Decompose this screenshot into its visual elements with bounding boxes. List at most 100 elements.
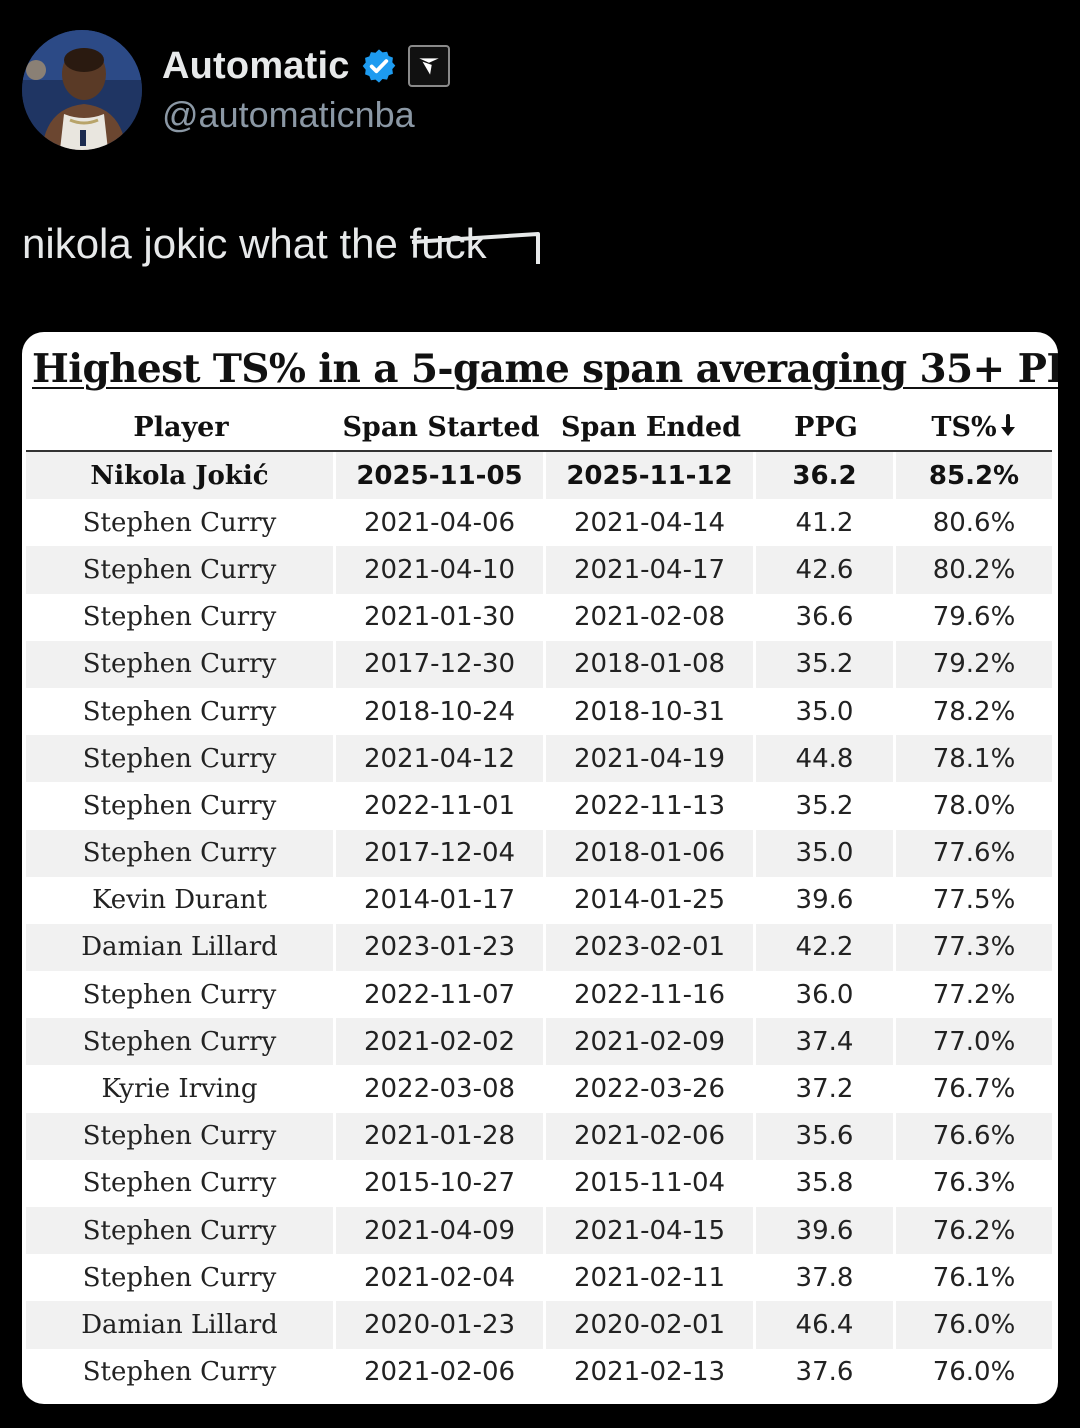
verified-badge-icon (362, 49, 395, 83)
cell-ts: 76.0% (896, 1301, 1052, 1349)
cell-player: Damian Lillard (26, 1301, 336, 1349)
cell-player: Damian Lillard (26, 923, 336, 972)
cell-end: 2021-04-17 (546, 546, 756, 594)
cell-player: Stephen Curry (26, 687, 336, 736)
cell-ts: 76.7% (896, 1065, 1052, 1113)
cell-end: 2021-04-15 (546, 1207, 756, 1255)
cell-ppg: 35.2 (756, 782, 896, 830)
cell-ppg: 39.6 (756, 876, 896, 924)
table-row: Kevin Durant 2014-01-17 2014-01-25 39.6 77.5… (26, 876, 1052, 924)
affiliate-logo-icon (418, 58, 439, 75)
cell-ts: 76.0% (896, 1348, 1052, 1396)
cell-end: 2021-02-06 (546, 1112, 756, 1160)
table-row: Stephen Curry 2021-01-30 2021-02-08 36.6 79.… (26, 593, 1052, 641)
cell-ts: 78.2% (896, 687, 1052, 736)
cell-start: 2021-02-04 (336, 1254, 546, 1302)
table-row: Stephen Curry 2022-11-07 2022-11-16 36.0 77.… (26, 971, 1052, 1019)
cell-start: 2015-10-27 (336, 1159, 546, 1207)
cell-end: 2018-01-08 (546, 640, 756, 688)
table-row: Damian Lillard 2023-01-23 2023-02-01 42.2 77… (26, 923, 1052, 972)
cell-player: Nikola Jokić (26, 452, 336, 500)
cell-ppg: 39.6 (756, 1207, 896, 1255)
table-row: Damian Lillard 2020-01-23 2020-02-01 46.4 76… (26, 1301, 1052, 1349)
cell-ts: 77.2% (896, 971, 1052, 1019)
table-row: Stephen Curry 2021-01-28 2021-02-06 35.6 76.… (26, 1112, 1052, 1160)
cell-end: 2014-01-25 (546, 876, 756, 924)
header-ts-label: TS% (931, 411, 997, 443)
post-header: Automatic @automaticnba (22, 30, 1058, 150)
cell-start: 2021-04-10 (336, 546, 546, 594)
cell-ts: 76.1% (896, 1254, 1052, 1302)
cell-start: 2017-12-30 (336, 640, 546, 688)
cell-player: Stephen Curry (26, 1348, 336, 1396)
cell-end: 2020-02-01 (546, 1301, 756, 1349)
cell-ppg: 37.2 (756, 1065, 896, 1113)
tweet-text: nikola jokic what the fuck (22, 220, 540, 268)
cell-player: Stephen Curry (26, 829, 336, 877)
cell-player: Stephen Curry (26, 735, 336, 783)
media-card[interactable]: Highest TS% in a 5-game span averaging 3… (22, 332, 1058, 1404)
cell-player: Stephen Curry (26, 546, 336, 594)
cell-player: Kyrie Irving (26, 1065, 336, 1113)
cell-start: 2021-04-09 (336, 1207, 546, 1255)
cell-start: 2021-02-02 (336, 1018, 546, 1066)
cell-ppg: 35.6 (756, 1112, 896, 1160)
cell-player: Stephen Curry (26, 782, 336, 830)
cell-ppg: 36.0 (756, 971, 896, 1019)
cell-player: Stephen Curry (26, 1207, 336, 1255)
table-row: Stephen Curry 2021-02-04 2021-02-11 37.8 76.… (26, 1254, 1052, 1302)
cell-ts: 80.2% (896, 546, 1052, 594)
table-row: Stephen Curry 2021-04-12 2021-04-19 44.8 78.… (26, 735, 1052, 783)
cell-ts: 77.3% (896, 923, 1052, 972)
cell-end: 2021-02-11 (546, 1254, 756, 1302)
cell-start: 2022-11-07 (336, 971, 546, 1019)
display-name[interactable]: Automatic (162, 44, 350, 87)
cell-ppg: 35.8 (756, 1159, 896, 1207)
cell-end: 2018-10-31 (546, 687, 756, 736)
cell-ts: 78.0% (896, 782, 1052, 830)
table-row: Stephen Curry 2021-04-06 2021-04-14 41.2 80.… (26, 499, 1052, 547)
cell-end: 2015-11-04 (546, 1159, 756, 1207)
affiliate-badge-icon[interactable] (407, 45, 450, 87)
cell-ts: 77.6% (896, 829, 1052, 877)
cell-ts: 76.2% (896, 1207, 1052, 1255)
table-row: Stephen Curry 2015-10-27 2015-11-04 35.8 76.… (26, 1159, 1052, 1207)
table-row: Stephen Curry 2017-12-04 2018-01-06 35.0 77.… (26, 829, 1052, 877)
avatar-image (22, 30, 142, 150)
cell-ppg: 42.2 (756, 923, 896, 972)
cell-player: Stephen Curry (26, 1159, 336, 1207)
table-row: Stephen Curry 2017-12-30 2018-01-08 35.2 79.… (26, 640, 1052, 688)
cell-end: 2018-01-06 (546, 829, 756, 877)
cell-start: 2021-01-28 (336, 1112, 546, 1160)
censored-word: fuck (409, 220, 540, 268)
cell-start: 2017-12-04 (336, 829, 546, 877)
table-row: Stephen Curry 2021-04-10 2021-04-17 42.6 80.… (26, 546, 1052, 594)
header-player: Player (26, 404, 336, 452)
avatar[interactable] (22, 30, 142, 150)
cell-ppg: 44.8 (756, 735, 896, 783)
cell-start: 2023-01-23 (336, 923, 546, 972)
table-row: Nikola Jokić 2025-11-05 2025-11-12 36.2 85.2… (26, 452, 1052, 500)
cell-ts: 76.3% (896, 1159, 1052, 1207)
cell-ppg: 41.2 (756, 499, 896, 547)
censored-word-text: fuck (409, 220, 487, 267)
arrow-down-icon (1000, 413, 1015, 436)
table-row: Kyrie Irving 2022-03-08 2022-03-26 37.2 76.7… (26, 1065, 1052, 1113)
cell-player: Stephen Curry (26, 640, 336, 688)
censor-strike-icon (411, 232, 540, 264)
cell-ts: 78.1% (896, 735, 1052, 783)
cell-end: 2025-11-12 (546, 452, 756, 500)
cell-ppg: 37.8 (756, 1254, 896, 1302)
cell-player: Stephen Curry (26, 1112, 336, 1160)
cell-ppg: 35.2 (756, 640, 896, 688)
cell-end: 2021-04-14 (546, 499, 756, 547)
cell-ppg: 42.6 (756, 546, 896, 594)
cell-player: Stephen Curry (26, 1254, 336, 1302)
tweet-text-prefix: nikola jokic what the (22, 220, 410, 267)
cell-start: 2025-11-05 (336, 452, 546, 500)
cell-ppg: 46.4 (756, 1301, 896, 1349)
cell-player: Stephen Curry (26, 971, 336, 1019)
cell-ppg: 35.0 (756, 829, 896, 877)
user-handle[interactable]: @automaticnba (162, 94, 415, 135)
header-ppg: PPG (756, 404, 896, 452)
